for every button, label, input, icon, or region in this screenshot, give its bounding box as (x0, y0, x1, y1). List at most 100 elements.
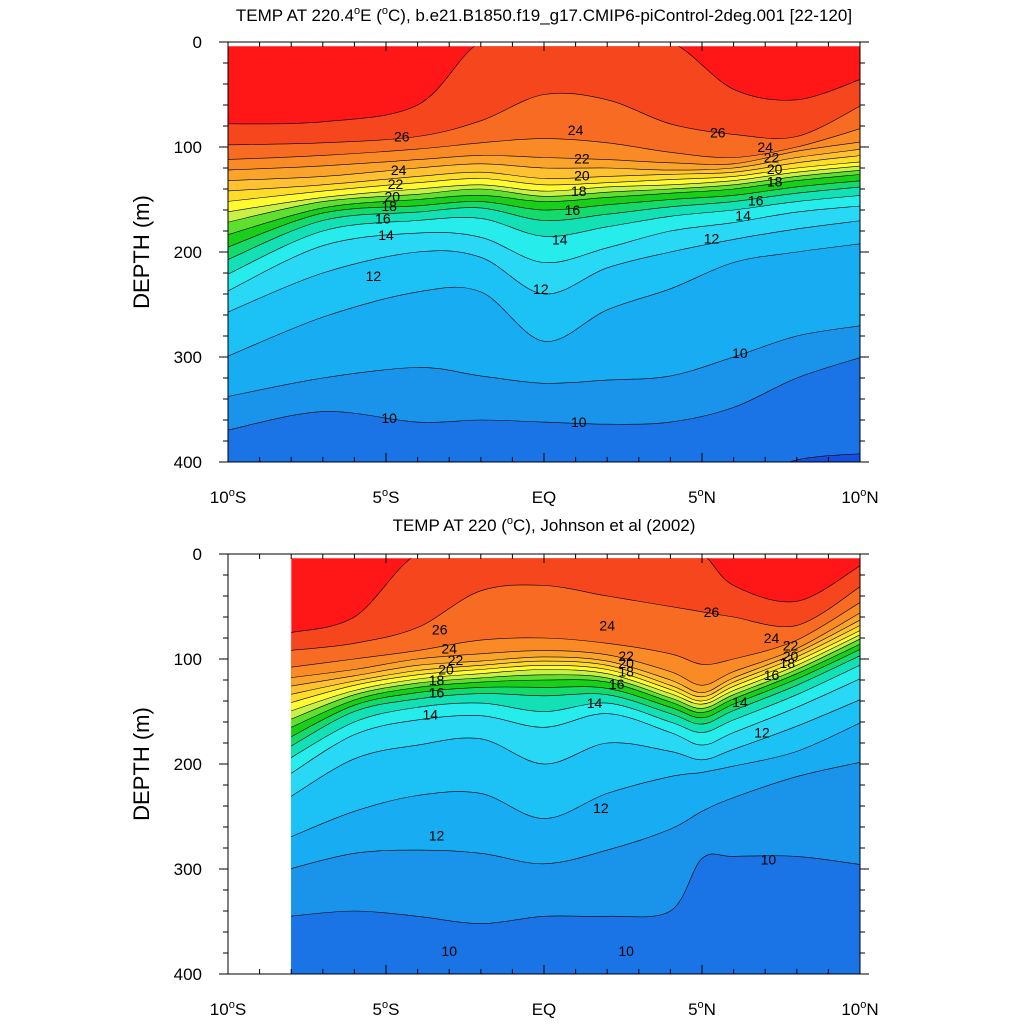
contour-label: 26 (710, 124, 726, 140)
y-tick-label: 200 (174, 755, 202, 774)
panel-title: TEMP AT 220 (oC), Johnson et al (2002) (393, 515, 696, 535)
contour-label: 16 (764, 667, 780, 683)
contour-label: 26 (394, 129, 410, 145)
isotherm-line (291, 630, 860, 703)
contour-label: 18 (381, 198, 397, 214)
y-tick-label: 400 (174, 453, 202, 472)
contour-label: 14 (735, 207, 751, 223)
y-tick-label: 100 (174, 650, 202, 669)
contour-label: 10 (571, 414, 587, 430)
isotherm-lines (228, 46, 860, 462)
contour-label: 24 (757, 139, 773, 155)
contour-label: 20 (767, 161, 783, 177)
x-tick-label: 10oS (210, 487, 246, 507)
y-tick-label: 100 (174, 138, 202, 157)
contour-label: 16 (565, 202, 581, 218)
contour-label: 16 (429, 685, 445, 701)
x-tick-label: 5oS (373, 487, 400, 507)
contour-label: 10 (761, 852, 777, 868)
isotherm-line (228, 357, 860, 431)
y-tick-label: 400 (174, 965, 202, 984)
contour-label: 24 (441, 641, 457, 657)
contour-fills (291, 558, 860, 974)
x-tick-label: 10oN (841, 999, 878, 1019)
contour-label: 10 (381, 410, 397, 426)
y-tick-label: 0 (193, 33, 202, 52)
isotherm-line (228, 155, 860, 192)
isotherm-line (228, 325, 860, 397)
contour-labels: 2624222018161412102422201816141210262422… (366, 122, 783, 430)
panel-observation: TEMP AT 220 (oC), Johnson et al (2002) 2… (129, 515, 879, 1019)
isotherm-line (228, 161, 860, 202)
y-axis-label: DEPTH (m) (129, 195, 154, 309)
contour-label: 24 (599, 617, 615, 633)
y-tick-label: 300 (174, 348, 202, 367)
panel-model: TEMP AT 220.4oE (oC), b.e21.B1850.f19_g1… (129, 5, 879, 507)
isotherm-line (228, 169, 860, 223)
contour-fills (228, 46, 860, 462)
contour-label: 22 (764, 150, 780, 166)
isotherm-line (228, 46, 860, 125)
isotherm-line (228, 220, 860, 313)
y-axis-label: DEPTH (m) (129, 707, 154, 821)
contour-label: 16 (609, 676, 625, 692)
contour-label: 20 (385, 188, 401, 204)
isotherm-line (291, 612, 860, 686)
contour-label: 18 (618, 664, 634, 680)
contour-label: 16 (375, 210, 391, 226)
isotherm-line (291, 638, 860, 720)
isotherm-line (291, 625, 860, 698)
contour-label: 22 (388, 176, 404, 192)
x-tick-label: 10oN (841, 487, 878, 507)
contour-label: 16 (748, 193, 764, 209)
contour-label: 14 (552, 231, 568, 247)
temperature-band (291, 853, 860, 974)
x-tick-label: EQ (532, 1000, 557, 1019)
axis-ticks (219, 41, 869, 463)
isotherm-line (291, 558, 860, 633)
x-tick-label: 5oN (688, 487, 716, 507)
contour-label: 14 (732, 694, 748, 710)
isotherm-lines (291, 558, 860, 924)
isotherm-line (291, 649, 860, 738)
isotherm-line (228, 149, 860, 181)
x-tick-label: EQ (532, 488, 557, 507)
isotherm-line (291, 634, 860, 712)
contour-label: 18 (780, 655, 796, 671)
contour-label: 22 (783, 637, 799, 653)
isotherm-line (291, 664, 860, 758)
contour-label: 18 (571, 183, 587, 199)
contour-label: 18 (429, 672, 445, 688)
x-tick-label: 10oS (210, 999, 246, 1019)
temperature-band (789, 453, 860, 462)
isotherm-line (291, 619, 860, 693)
contour-label: 22 (618, 648, 634, 664)
isotherm-line (228, 195, 860, 275)
contour-label: 20 (618, 655, 634, 671)
temperature-band (228, 357, 860, 462)
isotherm-line (291, 678, 860, 774)
contour-label: 12 (533, 281, 549, 297)
contour-label: 20 (438, 662, 454, 678)
contour-label: 24 (764, 630, 780, 646)
isotherm-line (291, 853, 860, 924)
y-tick-label: 200 (174, 243, 202, 262)
isotherm-line (228, 92, 860, 146)
panel-title: TEMP AT 220.4oE (oC), b.e21.B1850.f19_g1… (236, 5, 852, 25)
contour-label: 10 (441, 943, 457, 959)
x-tick-label: 5oS (373, 999, 400, 1019)
contour-label: 24 (391, 162, 407, 178)
isotherm-line (228, 165, 860, 213)
isotherm-line (291, 762, 860, 869)
contour-label: 20 (574, 167, 590, 183)
isotherm-line (228, 141, 860, 171)
isotherm-line (291, 655, 860, 747)
contour-label: 22 (574, 151, 590, 167)
isotherm-line (228, 186, 860, 260)
contour-label: 12 (704, 230, 720, 246)
isotherm-line (228, 180, 860, 248)
contour-label: 12 (593, 800, 609, 816)
isotherm-line (228, 128, 860, 160)
